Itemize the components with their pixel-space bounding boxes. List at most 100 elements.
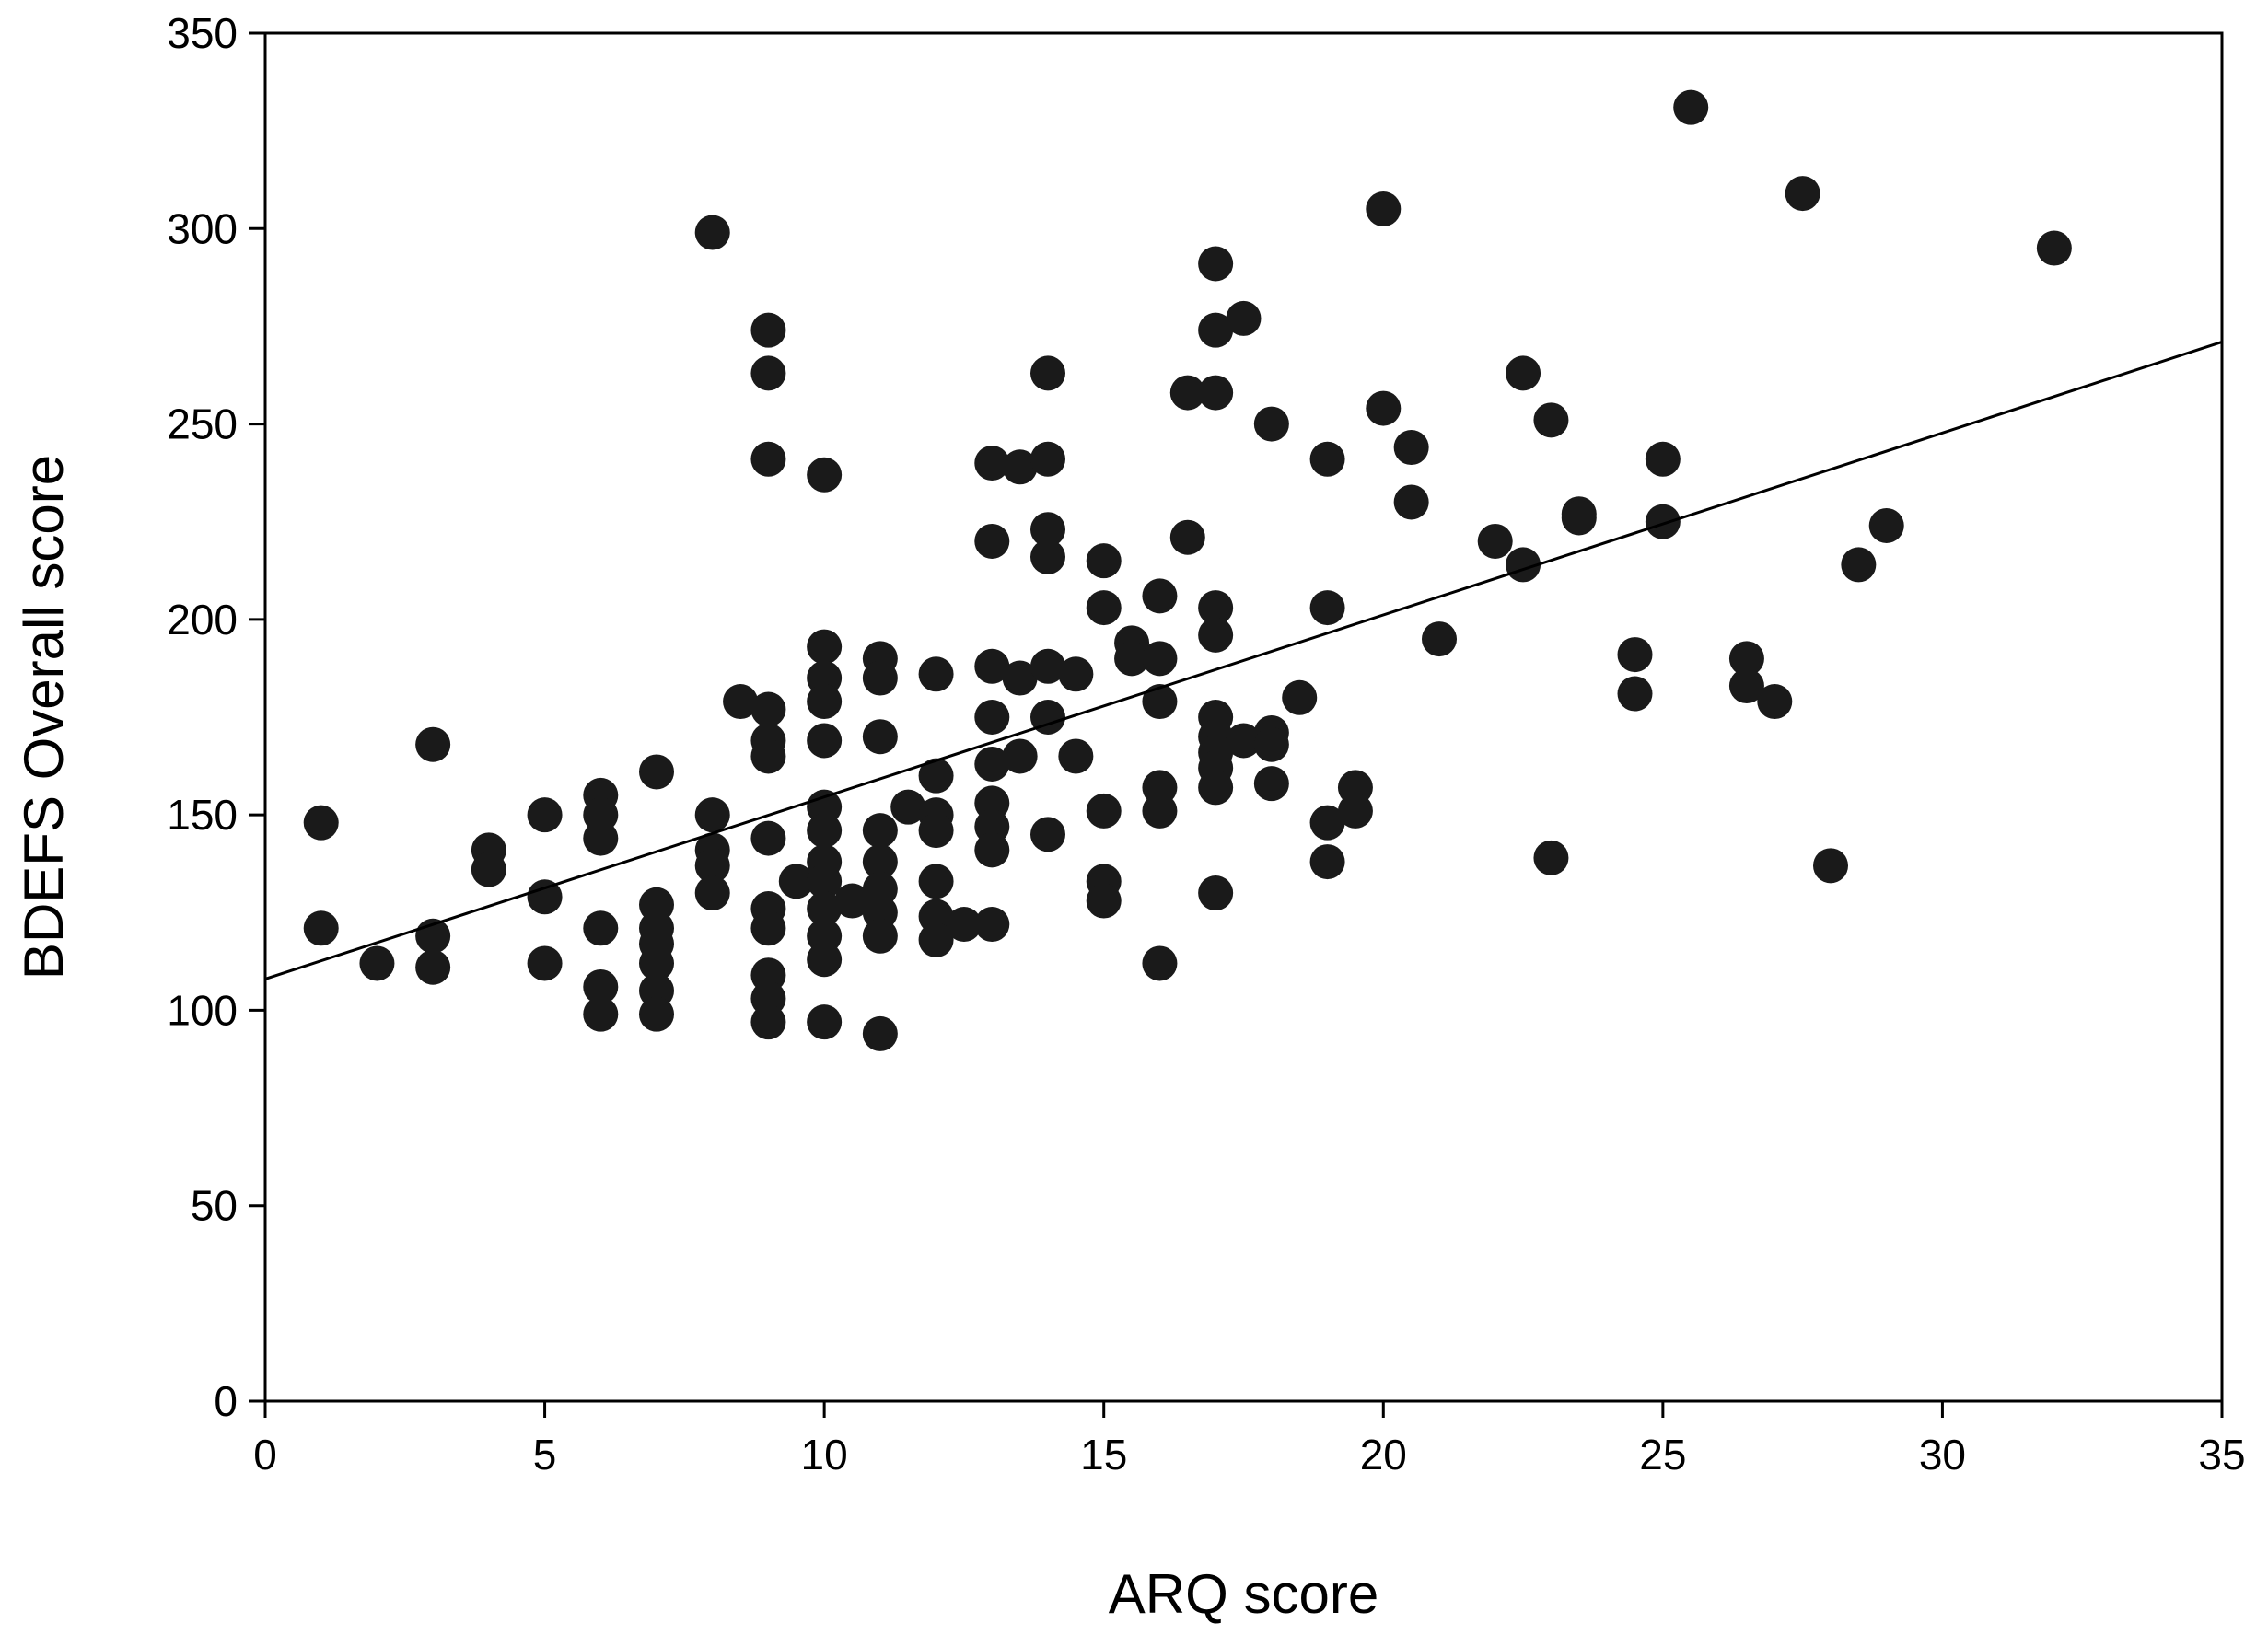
data-point [303,805,339,841]
x-tick-label: 0 [253,1431,277,1478]
data-point [1506,355,1541,391]
data-point [583,996,619,1032]
data-point [807,1004,843,1040]
data-point [807,891,843,927]
data-point [1198,375,1234,411]
data-point [1086,883,1122,919]
data-point [974,523,1010,559]
y-tick-label: 250 [167,400,238,448]
data-point [1002,449,1038,485]
data-point [1309,844,1345,880]
x-tick-label: 25 [1639,1431,1686,1478]
data-point [807,942,843,978]
data-point [1561,500,1597,536]
data-point [1533,402,1569,438]
data-point [1142,684,1178,720]
data-point [1393,484,1429,520]
data-point [1533,840,1569,875]
data-point [1728,641,1764,677]
x-tick-label: 5 [533,1431,557,1478]
data-point [862,918,898,954]
data-point [974,700,1010,735]
data-point [1253,726,1289,762]
data-point [1142,578,1178,614]
data-point [750,355,786,391]
x-tick-label: 20 [1360,1431,1407,1478]
data-point [750,738,786,774]
y-tick-label: 150 [167,791,238,839]
data-point [639,754,674,790]
data-point [918,922,954,958]
data-point [1226,300,1262,336]
data-point [750,1004,786,1040]
x-tick-label: 35 [2198,1431,2245,1478]
y-tick-label: 50 [191,1182,238,1230]
data-point [1030,355,1065,391]
data-point [1002,738,1038,774]
x-axis-title: ARQ score [1109,1563,1378,1625]
data-point [1309,805,1345,841]
data-point [694,797,730,833]
data-point [527,879,563,915]
data-point [1422,621,1457,657]
data-point [946,907,982,943]
data-point [1813,848,1848,884]
y-tick-label: 350 [167,9,238,57]
data-point [1366,191,1402,227]
data-point [1030,648,1065,684]
data-point [1114,641,1150,677]
data-point [750,691,786,727]
data-point [1058,738,1094,774]
data-point [918,813,954,849]
data-points [303,89,2072,1051]
data-point [639,945,674,981]
data-point [583,820,619,856]
data-point [1030,817,1065,852]
data-point [750,441,786,477]
data-point [1198,770,1234,806]
data-point [583,910,619,946]
data-point [639,996,674,1032]
y-tick-label: 200 [167,596,238,644]
data-point [1226,723,1262,759]
data-point [974,648,1010,684]
x-tick-label: 10 [801,1431,848,1478]
data-point [1282,679,1318,715]
data-point [1142,793,1178,829]
data-point [1198,875,1234,911]
data-point [862,844,898,880]
data-point [1169,375,1205,411]
data-point [583,968,619,1004]
data-point [1673,89,1709,125]
data-point [527,797,563,833]
data-point [303,910,339,946]
data-point [918,758,954,794]
data-point [807,813,843,849]
data-point [694,215,730,250]
data-point [750,910,786,946]
data-point [807,723,843,759]
data-point [807,629,843,665]
data-point [807,684,843,720]
data-point [974,746,1010,782]
data-point [527,945,563,981]
data-point [1198,590,1234,626]
data-point [862,660,898,696]
data-point [834,883,870,919]
data-point [2036,230,2072,266]
data-point [1198,617,1234,653]
data-point [918,656,954,692]
data-point [1086,543,1122,579]
data-point [1253,406,1289,442]
regression-line [264,340,2223,980]
data-point [750,312,786,348]
data-point [471,852,506,887]
y-tick-label: 300 [167,204,238,252]
data-point [974,907,1010,943]
data-point [723,684,759,720]
data-point [890,789,926,825]
data-point [1002,660,1038,696]
data-point [1645,441,1681,477]
data-point [862,1015,898,1051]
